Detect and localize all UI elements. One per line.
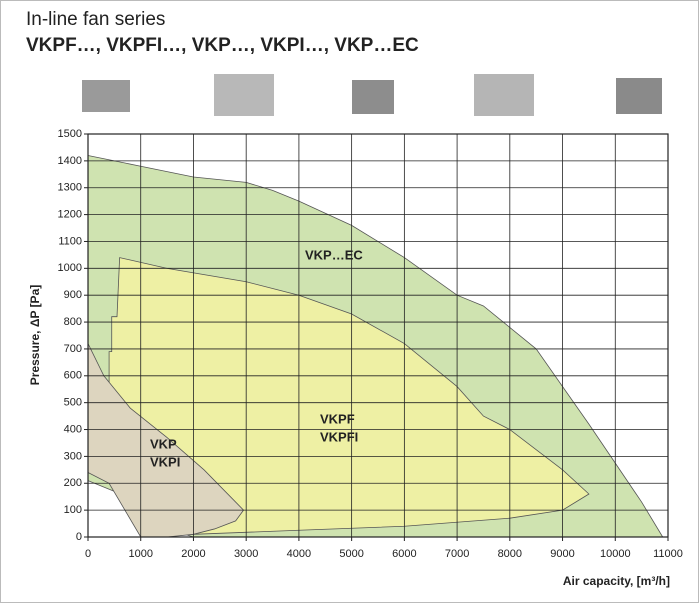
y-tick-label: 1000 bbox=[58, 262, 82, 274]
x-tick-label: 0 bbox=[85, 548, 91, 560]
x-tick-label: 11000 bbox=[653, 548, 683, 560]
region-label: VKPI bbox=[150, 454, 180, 469]
region-label: VKP…EC bbox=[305, 247, 363, 262]
y-tick-label: 0 bbox=[76, 531, 82, 543]
x-tick-label: 6000 bbox=[392, 548, 416, 560]
x-tick-label: 7000 bbox=[445, 548, 469, 560]
y-axis-label: Pressure, ΔP [Pa] bbox=[28, 285, 42, 385]
y-tick-label: 600 bbox=[64, 370, 82, 382]
x-tick-label: 4000 bbox=[287, 548, 311, 560]
region bbox=[87, 343, 245, 538]
x-tick-label: 1000 bbox=[128, 548, 152, 560]
x-axis-label: Air capacity, [m³/h] bbox=[563, 574, 670, 588]
product-image bbox=[82, 80, 130, 112]
plot-frame bbox=[87, 133, 669, 538]
region-label: VKPFI bbox=[320, 429, 358, 444]
product-image bbox=[214, 74, 274, 116]
product-image bbox=[474, 74, 534, 116]
y-tick-label: 1300 bbox=[58, 182, 82, 194]
y-tick-label: 800 bbox=[64, 316, 82, 328]
x-tick-label: 3000 bbox=[234, 548, 258, 560]
region-label: VKP bbox=[150, 436, 177, 451]
x-tick-label: 8000 bbox=[498, 548, 522, 560]
y-tick-label: 700 bbox=[64, 343, 82, 355]
y-tick-label: 900 bbox=[64, 289, 82, 301]
chart-subtitle: VKPF…, VKPFI…, VKP…, VKPI…, VKP…EC bbox=[26, 35, 419, 56]
y-tick-label: 300 bbox=[64, 450, 82, 462]
product-image bbox=[352, 80, 394, 114]
y-tick-label: 1500 bbox=[58, 128, 82, 140]
x-tick-label: 9000 bbox=[550, 548, 574, 560]
x-tick-label: 10000 bbox=[600, 548, 631, 560]
y-tick-label: 400 bbox=[64, 423, 82, 435]
region-label: VKPF bbox=[320, 411, 355, 426]
y-tick-label: 1200 bbox=[58, 209, 82, 221]
y-tick-label: 1100 bbox=[58, 235, 82, 247]
y-tick-label: 200 bbox=[64, 477, 82, 489]
y-tick-label: 1400 bbox=[58, 155, 82, 167]
y-tick-label: 100 bbox=[64, 504, 82, 516]
chart-title: In-line fan series bbox=[26, 9, 165, 30]
x-tick-label: 2000 bbox=[181, 548, 205, 560]
product-image bbox=[616, 78, 662, 114]
y-tick-label: 500 bbox=[64, 397, 82, 409]
product-images bbox=[82, 74, 662, 116]
x-tick-label: 5000 bbox=[339, 548, 363, 560]
